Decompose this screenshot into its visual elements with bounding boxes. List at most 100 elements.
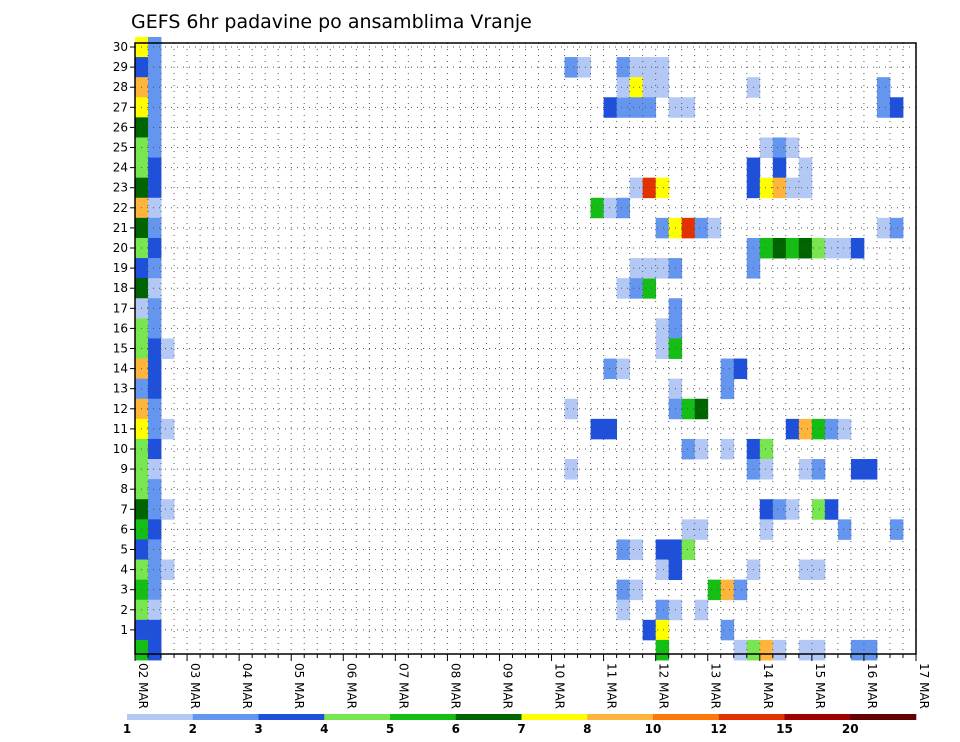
x-tick-label: 11 MAR [605, 663, 619, 709]
colorbar-segment [850, 714, 917, 720]
heat-cell [616, 539, 631, 560]
heat-cell [616, 579, 631, 601]
colorbar-segment [127, 714, 194, 720]
x-tick-label: 10 MAR [553, 663, 567, 709]
heat-cell [148, 318, 162, 339]
heat-cell [720, 579, 735, 601]
colorbar-label: 7 [517, 722, 525, 736]
heat-cell [772, 177, 787, 199]
heat-cell [733, 579, 748, 601]
heat-cell [148, 418, 162, 440]
heat-cell [798, 177, 813, 199]
heat-cell [616, 599, 631, 621]
heat-cell [798, 459, 813, 480]
heat-cell [148, 57, 162, 78]
x-tick-label: 06 MAR [344, 663, 358, 709]
colorbar-segment [455, 714, 522, 720]
heat-cell [785, 499, 800, 520]
heat-cell [811, 499, 826, 520]
y-tick-label: 27 [113, 100, 128, 114]
heat-cell [850, 639, 865, 661]
heat-cell [616, 77, 631, 98]
heat-cell [161, 559, 175, 581]
heat-cell [720, 378, 735, 400]
heat-cell [161, 499, 175, 520]
colorbar-segment [784, 714, 851, 720]
y-tick-label: 18 [113, 281, 128, 295]
x-tick-label: 08 MAR [448, 663, 462, 709]
heat-cell [148, 639, 162, 661]
heat-cell [564, 398, 578, 420]
heat-cell [759, 459, 774, 480]
heat-cell [148, 258, 162, 279]
heat-cell [811, 459, 826, 480]
heat-cell [707, 217, 722, 239]
heat-cell [655, 338, 670, 359]
heat-cell [720, 358, 735, 380]
heat-cell [642, 619, 657, 641]
heat-cell [616, 358, 631, 380]
colorbar-segment [258, 714, 325, 720]
heat-cell [603, 418, 618, 440]
heat-cell [148, 77, 162, 98]
heat-cell [759, 177, 774, 199]
heat-cell [629, 539, 644, 560]
heat-cell [876, 97, 891, 118]
heat-cell [889, 97, 904, 118]
y-tick-label: 9 [120, 462, 128, 476]
x-tick-label: 04 MAR [240, 663, 254, 709]
y-tick-label: 5 [120, 542, 128, 556]
x-tick-label: 16 MAR [865, 663, 879, 709]
y-tick-label: 16 [113, 321, 128, 335]
y-tick-label: 2 [120, 603, 128, 617]
heat-cell [759, 237, 774, 259]
heat-cell [655, 599, 670, 621]
y-tick-label: 23 [113, 181, 128, 195]
heat-cell [785, 418, 800, 440]
colorbar-label: 12 [710, 722, 727, 736]
heat-cell [642, 57, 657, 78]
heat-cell [642, 258, 657, 279]
y-tick-label: 22 [113, 201, 128, 215]
y-tick-label: 25 [113, 141, 128, 155]
x-tick-label: 05 MAR [292, 663, 306, 709]
heat-cell [642, 177, 657, 199]
grid-lines [135, 43, 916, 654]
heat-cell [863, 639, 878, 661]
heat-cell [616, 197, 631, 219]
heat-cell [850, 237, 865, 259]
heatmap-cells [135, 36, 904, 661]
colorbar-label: 15 [776, 722, 793, 736]
colorbar-segment [653, 714, 720, 720]
heat-cell [876, 217, 891, 239]
heat-cell [603, 358, 618, 380]
x-tick-label: 12 MAR [657, 663, 671, 709]
heat-cell [148, 298, 162, 319]
colorbar-label: 8 [583, 722, 591, 736]
heat-cell [629, 97, 644, 118]
heat-cell [148, 358, 162, 380]
colorbar-label: 5 [386, 722, 394, 736]
heat-cell [629, 278, 644, 299]
heat-cell [655, 318, 670, 339]
colorbar-label: 1 [123, 722, 131, 736]
heat-cell [681, 217, 696, 239]
heat-cell [148, 338, 162, 359]
y-tick-label: 10 [113, 442, 128, 456]
heat-cell [148, 438, 162, 460]
heat-cell [772, 237, 787, 259]
y-tick-label: 29 [113, 60, 128, 74]
heat-cell [148, 479, 162, 500]
x-tick-label: 03 MAR [188, 663, 202, 709]
heat-cell [655, 177, 670, 199]
heat-cell [811, 418, 826, 440]
heat-cell [811, 237, 826, 259]
heat-cell [148, 117, 162, 138]
heat-cell [694, 438, 709, 460]
heat-cell [148, 237, 162, 259]
heat-cell [772, 499, 787, 520]
heat-cell [603, 197, 618, 219]
heat-cell [694, 217, 709, 239]
colorbar-segment [192, 714, 259, 720]
heat-cell [148, 579, 162, 601]
